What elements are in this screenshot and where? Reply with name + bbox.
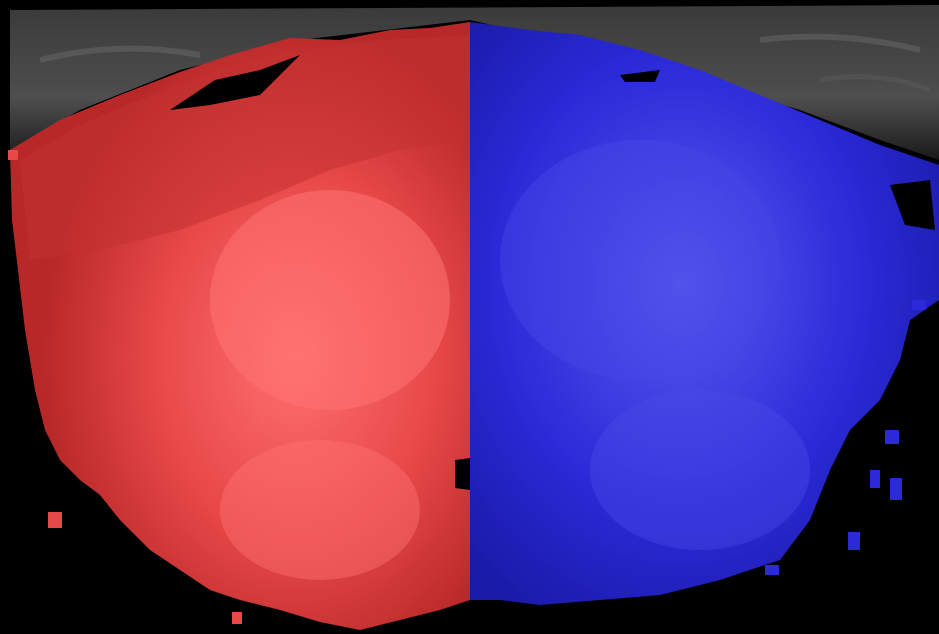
segmentation-gap xyxy=(170,55,300,110)
left-region-highlight xyxy=(210,190,450,410)
left-region-highlight xyxy=(220,440,420,580)
blue-speckle xyxy=(870,470,880,488)
segmentation-gap xyxy=(455,458,470,490)
scan-texture-streak xyxy=(39,45,201,63)
scan-tissue-band xyxy=(10,5,939,160)
red-speckle xyxy=(232,612,242,624)
right-region xyxy=(470,22,939,605)
scan-texture-streak xyxy=(819,74,931,93)
blue-speckle xyxy=(848,532,860,550)
red-speckle xyxy=(8,150,18,160)
right-region-highlight xyxy=(500,140,780,380)
blue-speckle xyxy=(890,478,902,500)
segmentation-gap xyxy=(890,180,935,230)
left-region-shadow xyxy=(20,35,470,260)
scan-texture-streak xyxy=(759,33,921,53)
blue-speckle xyxy=(885,430,899,444)
right-region-highlight xyxy=(590,390,810,550)
blue-speckle xyxy=(765,565,779,575)
red-speckle xyxy=(48,512,62,528)
blue-speckle xyxy=(912,300,926,310)
segmentation-gap xyxy=(620,70,660,82)
